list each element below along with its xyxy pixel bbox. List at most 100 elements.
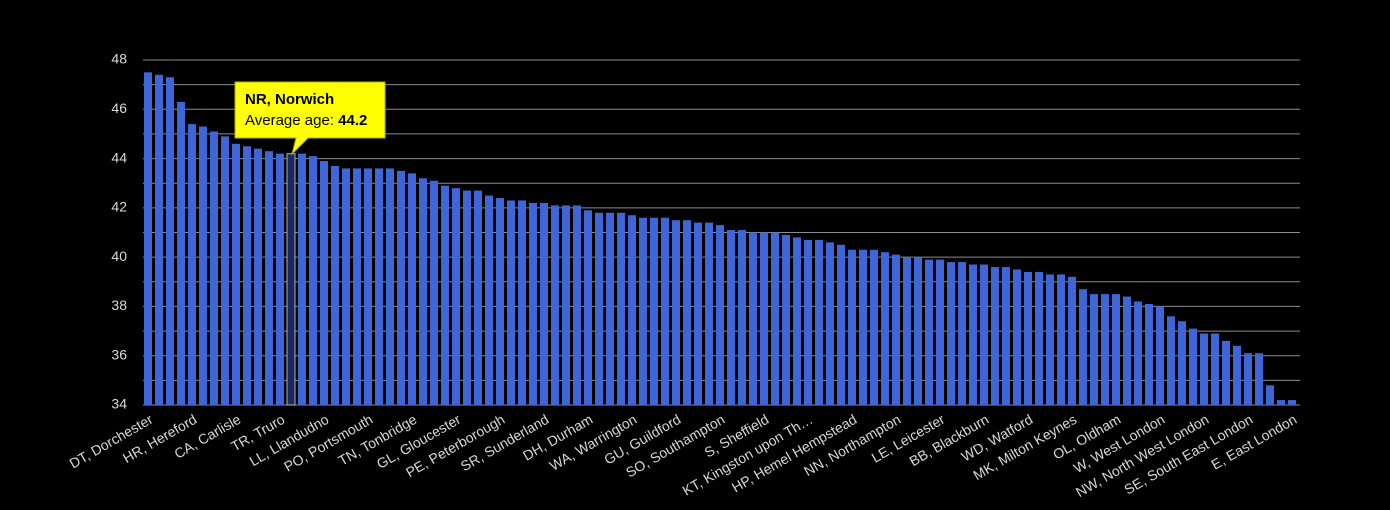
y-tick-label: 38 <box>111 297 127 313</box>
bar <box>188 124 196 406</box>
bar <box>760 232 768 405</box>
bar <box>1024 271 1032 405</box>
bar <box>826 242 834 405</box>
bar <box>848 249 856 405</box>
bar <box>441 185 449 405</box>
bar <box>496 198 504 405</box>
bar <box>892 254 900 405</box>
bar <box>166 77 174 405</box>
bar <box>1222 340 1230 405</box>
bar <box>1288 400 1296 405</box>
bar <box>221 136 229 405</box>
bar <box>639 217 647 405</box>
bar <box>870 249 878 405</box>
tooltip-text: Average age: 44.2 <box>245 112 367 129</box>
bar <box>782 234 790 405</box>
bar <box>331 165 339 405</box>
bar <box>628 215 636 405</box>
bar <box>386 168 394 405</box>
bar <box>1134 301 1142 405</box>
bar <box>859 249 867 405</box>
bar <box>375 168 383 405</box>
bar <box>1068 276 1076 405</box>
y-tick-label: 42 <box>111 199 127 215</box>
bar <box>1079 289 1087 405</box>
bar <box>463 190 471 405</box>
bar <box>573 205 581 405</box>
bar <box>1244 353 1252 405</box>
bar <box>551 205 559 405</box>
bar <box>1211 333 1219 405</box>
bar <box>595 212 603 405</box>
bar <box>881 252 889 405</box>
bar <box>144 72 152 406</box>
bar <box>1090 294 1098 405</box>
bar <box>606 212 614 405</box>
bar <box>617 212 625 405</box>
bar <box>1156 306 1164 405</box>
bar <box>1057 274 1065 405</box>
bar <box>397 170 405 405</box>
bar <box>286 153 296 406</box>
bar <box>1167 316 1175 405</box>
bar <box>1013 269 1021 405</box>
bar <box>804 239 812 405</box>
bar <box>254 148 262 405</box>
bar <box>738 230 746 405</box>
bar <box>837 244 845 405</box>
tooltip-label: Average age: <box>245 112 334 129</box>
bar <box>1112 294 1120 405</box>
bar <box>672 220 680 405</box>
bar <box>980 264 988 405</box>
bar <box>419 178 427 405</box>
bar <box>771 232 779 405</box>
bar <box>683 220 691 405</box>
bar <box>584 210 592 405</box>
y-tick-label: 44 <box>111 149 127 165</box>
bar <box>1266 385 1274 405</box>
bar <box>430 180 438 405</box>
bar <box>749 232 757 405</box>
bar <box>474 190 482 405</box>
bar <box>364 168 372 405</box>
y-tick-label: 34 <box>111 396 127 412</box>
bar <box>991 267 999 405</box>
bar <box>914 257 922 405</box>
bar <box>452 188 460 405</box>
bar <box>1101 294 1109 405</box>
tooltip-box <box>234 81 386 156</box>
bar <box>540 202 548 405</box>
bar <box>936 259 944 405</box>
bar <box>309 156 317 405</box>
bar <box>1233 345 1241 405</box>
bar <box>1123 296 1131 405</box>
bar <box>650 217 658 405</box>
bar <box>947 262 955 405</box>
y-tick-label: 40 <box>111 248 127 264</box>
tooltip-value: 44.2 <box>338 112 367 129</box>
y-tick-label: 36 <box>111 346 127 362</box>
bar <box>485 195 493 405</box>
bar <box>815 239 823 405</box>
bar <box>210 131 218 405</box>
bar <box>1200 333 1208 405</box>
bar <box>694 222 702 405</box>
bar <box>353 168 361 405</box>
bar <box>716 225 724 405</box>
bar <box>298 153 306 405</box>
bar <box>243 146 251 405</box>
bar <box>518 200 526 405</box>
tooltip-title: NR, Norwich <box>245 91 334 108</box>
bar <box>177 101 185 406</box>
bar <box>903 257 911 405</box>
bar <box>958 262 966 405</box>
bar <box>925 259 933 405</box>
bar <box>1178 321 1186 405</box>
bar <box>265 151 273 405</box>
bar <box>661 217 669 405</box>
bar <box>155 74 163 406</box>
bar <box>507 200 515 405</box>
bar <box>1145 303 1153 405</box>
bar <box>276 153 284 405</box>
bar <box>320 161 328 405</box>
